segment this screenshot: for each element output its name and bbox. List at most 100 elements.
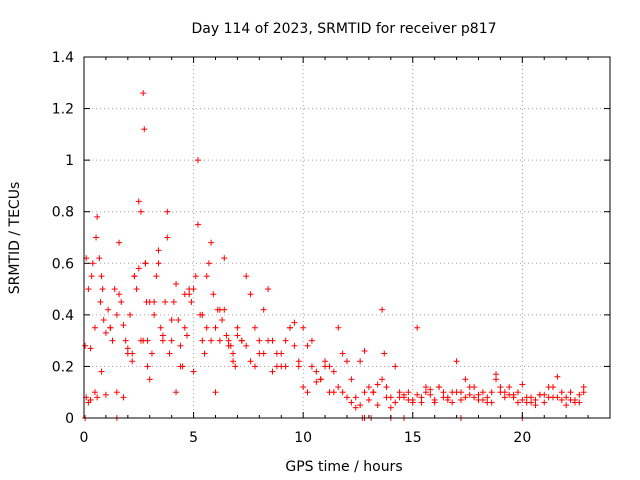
data-point: [142, 260, 149, 267]
data-point: [514, 389, 521, 396]
data-point: [409, 396, 416, 403]
data-point: [514, 399, 521, 406]
data-point: [148, 350, 155, 357]
data-point: [234, 332, 241, 339]
data-point: [479, 389, 486, 396]
data-point: [300, 384, 307, 391]
data-point: [348, 399, 355, 406]
data-point: [269, 368, 276, 375]
data-point: [453, 358, 460, 365]
data-point: [212, 324, 219, 331]
data-point: [304, 342, 311, 349]
data-point: [184, 332, 191, 339]
data-point: [118, 298, 125, 305]
data-point: [545, 384, 552, 391]
data-point: [418, 399, 425, 406]
data-point: [177, 342, 184, 349]
data-point: [563, 402, 570, 409]
data-point: [291, 319, 298, 326]
data-point: [374, 381, 381, 388]
data-point: [313, 368, 320, 375]
data-point: [269, 337, 276, 344]
data-point: [146, 298, 153, 305]
data-point: [113, 389, 120, 396]
data-point: [140, 337, 147, 344]
data-point: [107, 324, 114, 331]
x-tick-label: 5: [189, 430, 198, 446]
data-point: [381, 350, 388, 357]
y-tick-label: 1: [65, 153, 74, 169]
data-point: [365, 384, 372, 391]
data-point: [135, 265, 142, 272]
data-point: [278, 363, 285, 370]
data-point: [97, 298, 104, 305]
data-point: [219, 317, 226, 324]
data-point: [352, 404, 359, 411]
data-point: [396, 394, 403, 401]
data-point: [493, 371, 500, 378]
data-point: [265, 286, 272, 293]
data-point: [102, 329, 109, 336]
data-point: [414, 391, 421, 398]
data-point: [102, 391, 109, 398]
data-point: [247, 291, 254, 298]
data-point: [146, 376, 153, 383]
data-point: [488, 389, 495, 396]
data-point: [256, 337, 263, 344]
data-point: [308, 337, 315, 344]
data-point: [475, 391, 482, 398]
data-point: [105, 306, 112, 313]
data-point: [164, 208, 171, 215]
data-point: [330, 389, 337, 396]
data-point: [510, 394, 517, 401]
data-point: [571, 396, 578, 403]
data-point: [563, 394, 570, 401]
data-point: [387, 404, 394, 411]
data-point: [225, 337, 232, 344]
data-point: [484, 399, 491, 406]
data-point: [127, 311, 134, 318]
data-point: [497, 384, 504, 391]
data-point: [558, 389, 565, 396]
data-point: [550, 394, 557, 401]
data-point: [159, 332, 166, 339]
data-point: [98, 368, 105, 375]
data-point: [427, 391, 434, 398]
data-point: [190, 368, 197, 375]
data-point: [506, 391, 513, 398]
data-point: [453, 389, 460, 396]
data-point: [120, 322, 127, 329]
data-point: [330, 368, 337, 375]
data-point: [322, 358, 329, 365]
x-tick-label: 10: [294, 430, 312, 446]
data-point: [479, 396, 486, 403]
data-point: [88, 273, 95, 280]
data-point: [418, 394, 425, 401]
data-point: [365, 396, 372, 403]
data-point: [212, 389, 219, 396]
data-point: [194, 157, 201, 164]
data-point: [91, 324, 98, 331]
data-point: [96, 255, 103, 262]
data-point: [111, 286, 118, 293]
data-point: [205, 260, 212, 267]
data-point: [181, 291, 188, 298]
data-point: [93, 234, 100, 241]
data-point: [199, 311, 206, 318]
data-point: [576, 391, 583, 398]
data-point: [287, 324, 294, 331]
data-point: [203, 324, 210, 331]
y-tick-label: 0.2: [52, 359, 74, 375]
data-point: [357, 358, 364, 365]
data-point: [322, 363, 329, 370]
data-point: [109, 337, 116, 344]
data-point: [501, 389, 508, 396]
data-point: [208, 239, 215, 246]
data-point: [576, 399, 583, 406]
data-point: [260, 306, 267, 313]
data-point: [541, 391, 548, 398]
data-point: [457, 396, 464, 403]
data-point: [357, 402, 364, 409]
x-tick-label: 15: [404, 430, 422, 446]
